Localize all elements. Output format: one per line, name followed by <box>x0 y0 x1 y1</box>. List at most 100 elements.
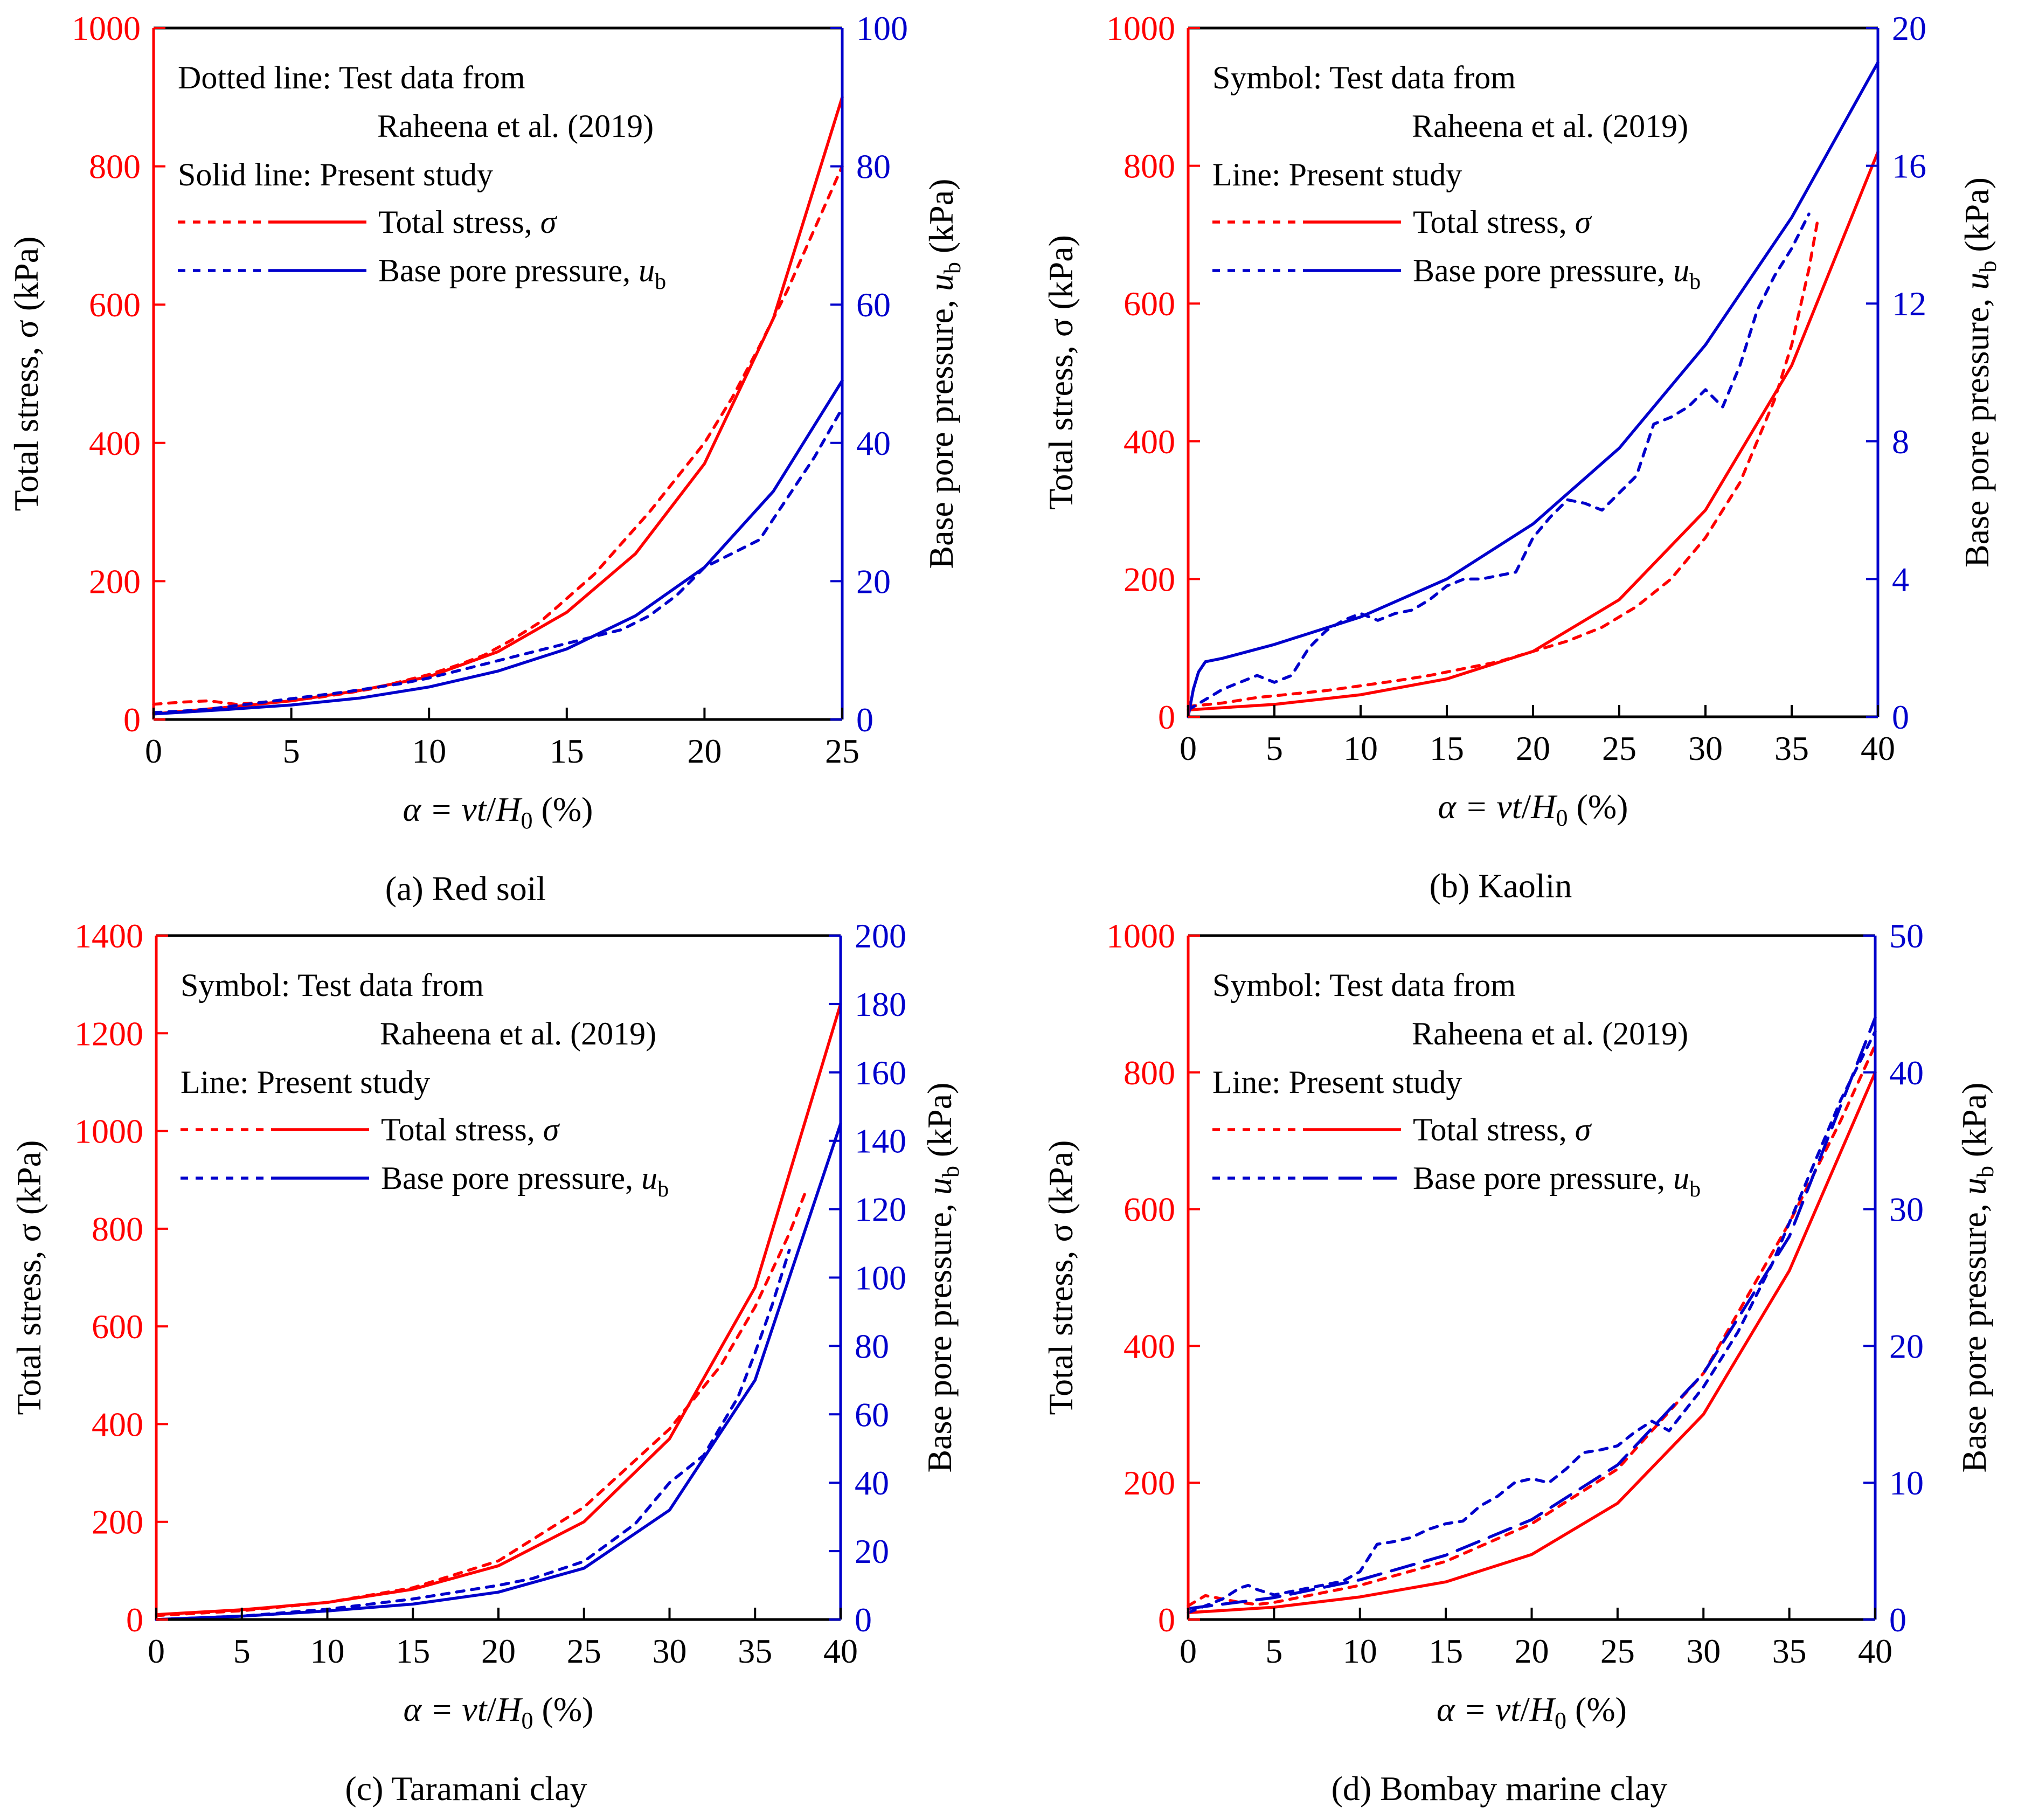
annotation-line-2: Raheena et al. (2019) <box>1412 1016 1688 1051</box>
x-tick-label: 25 <box>825 732 859 770</box>
series-1-left-dotted <box>152 164 844 706</box>
legend-label: Total stress, σ <box>1413 1112 1592 1147</box>
y-left-tick-label: 400 <box>89 424 141 462</box>
x-tick-label: 10 <box>1343 1632 1377 1670</box>
x-tick-label: 0 <box>1180 729 1197 767</box>
y-right-tick-label: 0 <box>1889 1601 1906 1639</box>
x-tick-label: 5 <box>283 732 300 770</box>
y-left-tick-label: 600 <box>89 286 141 324</box>
y-right-tick-label: 140 <box>855 1122 906 1160</box>
series-2-left-solid <box>1187 150 1880 711</box>
legend-label: Total stress, σ <box>1413 204 1592 240</box>
annotation-line-2: Raheena et al. (2019) <box>1412 108 1688 144</box>
y-right-tick-label: 0 <box>1892 698 1909 736</box>
y-right-tick-label: 40 <box>1889 1054 1924 1092</box>
x-tick-label: 0 <box>1180 1632 1197 1670</box>
x-tick-label: 10 <box>310 1632 345 1670</box>
series-1-left-dotted <box>1187 219 1819 708</box>
chart-1: 0 5 10 15 20 2502004006008001000020406080100α… <box>7 9 966 908</box>
y-left-tick-label: 1000 <box>1106 9 1175 47</box>
y-left-tick-label: 800 <box>1124 147 1175 185</box>
annotation-line-1: Symbol: Test data from <box>181 967 484 1003</box>
y-left-tick-label: 800 <box>89 148 141 186</box>
x-tick-label: 35 <box>1774 729 1809 767</box>
x-tick-label: 40 <box>823 1632 858 1670</box>
x-tick-label: 20 <box>687 732 722 770</box>
series-3-right-dotted <box>1187 1029 1877 1615</box>
annotation-line-1: Symbol: Test data from <box>1212 967 1516 1003</box>
y-left-tick-label: 800 <box>1124 1054 1175 1092</box>
x-tick-label: 15 <box>1428 1632 1463 1670</box>
y-right-tick-label: 0 <box>855 1601 872 1639</box>
annotation-line-2: Raheena et al. (2019) <box>377 108 654 144</box>
y-left-tick-label: 0 <box>1158 1601 1175 1639</box>
x-tick-label: 20 <box>1516 729 1550 767</box>
x-tick-label: 25 <box>567 1632 601 1670</box>
series-4-right-dashed <box>1187 1016 1877 1610</box>
chart-3: 0 5 10 15 20 25 30 35 40020040060080010001200140… <box>10 917 964 1808</box>
y-right-tick-label: 0 <box>856 701 873 739</box>
series-3-right-dotted <box>1187 212 1811 711</box>
y-right-tick-label: 100 <box>855 1259 906 1297</box>
series-1-left-dotted <box>155 1188 808 1617</box>
y-right-tick-label: 50 <box>1889 917 1924 955</box>
y-left-tick-label: 600 <box>92 1307 143 1346</box>
y-right-tick-label: 20 <box>1892 9 1926 47</box>
y-left-tick-label: 400 <box>92 1405 143 1443</box>
x-tick-label: 40 <box>1858 1632 1892 1670</box>
y-right-tick-label: 80 <box>855 1327 889 1365</box>
legend-label: Total stress, σ <box>378 204 558 240</box>
series-2-left-solid <box>152 95 844 716</box>
x-axis-label: α = vt/H0 (%) <box>1438 787 1628 831</box>
y-left-tick-label: 600 <box>1124 285 1175 323</box>
x-tick-label: 25 <box>1602 729 1636 767</box>
y-right-tick-label: 100 <box>856 9 908 47</box>
legend-label: Base pore pressure, ub <box>378 253 666 294</box>
x-tick-label: 20 <box>481 1632 516 1670</box>
legend-label: Base pore pressure, ub <box>1413 1160 1701 1202</box>
annotation-line-1: Dotted line: Test data from <box>178 60 525 95</box>
legend-label: Base pore pressure, ub <box>381 1160 669 1202</box>
y-left-tick-label: 200 <box>1124 560 1175 598</box>
y-left-axis-label: Total stress, σ (kPa) <box>7 237 45 511</box>
legend-label: Base pore pressure, ub <box>1413 253 1701 294</box>
y-left-tick-label: 1000 <box>1106 917 1175 955</box>
series-4-right-solid <box>1187 61 1880 718</box>
y-right-tick-label: 12 <box>1892 285 1926 323</box>
x-tick-label: 30 <box>1688 729 1723 767</box>
y-left-tick-label: 400 <box>1124 1327 1175 1365</box>
chart-4: 0 5 10 15 20 25 30 35 40020040060080010000102030… <box>1042 917 1999 1808</box>
y-right-axis-label: Base pore pressure, ub (kPa) <box>1955 1083 1999 1473</box>
y-right-tick-label: 20 <box>856 562 891 600</box>
series-2-left-solid <box>155 1002 842 1616</box>
y-left-tick-label: 1200 <box>74 1014 143 1053</box>
y-left-tick-label: 200 <box>92 1503 143 1541</box>
y-left-tick-label: 1400 <box>74 917 143 955</box>
y-right-tick-label: 60 <box>856 286 891 324</box>
y-right-tick-label: 160 <box>855 1054 906 1092</box>
y-right-tick-label: 180 <box>855 985 906 1023</box>
y-right-tick-label: 4 <box>1892 560 1909 598</box>
series-3-right-dotted <box>152 406 844 714</box>
panel-caption: (c) Taramani clay <box>345 1769 587 1808</box>
x-tick-label: 5 <box>1266 729 1283 767</box>
x-tick-label: 40 <box>1861 729 1895 767</box>
panel-caption: (b) Kaolin <box>1430 867 1572 905</box>
x-tick-label: 25 <box>1600 1632 1635 1670</box>
annotation-line-3: Solid line: Present study <box>178 157 493 192</box>
panel-caption: (a) Red soil <box>385 869 546 908</box>
x-tick-label: 10 <box>1343 729 1378 767</box>
y-left-tick-label: 200 <box>89 562 141 600</box>
series-4-right-solid <box>155 1122 842 1621</box>
y-right-tick-label: 8 <box>1892 423 1909 461</box>
x-axis-label: α = vt/H0 (%) <box>1437 1690 1627 1734</box>
y-left-tick-label: 1000 <box>74 1112 143 1151</box>
annotation-line-3: Line: Present study <box>1212 157 1462 192</box>
panel-caption: (d) Bombay marine clay <box>1332 1769 1668 1808</box>
x-tick-label: 30 <box>653 1632 687 1670</box>
y-left-tick-label: 800 <box>92 1210 143 1248</box>
series-2-left-solid <box>1187 1071 1877 1615</box>
x-tick-label: 15 <box>396 1632 430 1670</box>
y-left-axis-label: Total stress, σ (kPa) <box>1042 235 1080 510</box>
x-tick-label: 35 <box>738 1632 772 1670</box>
